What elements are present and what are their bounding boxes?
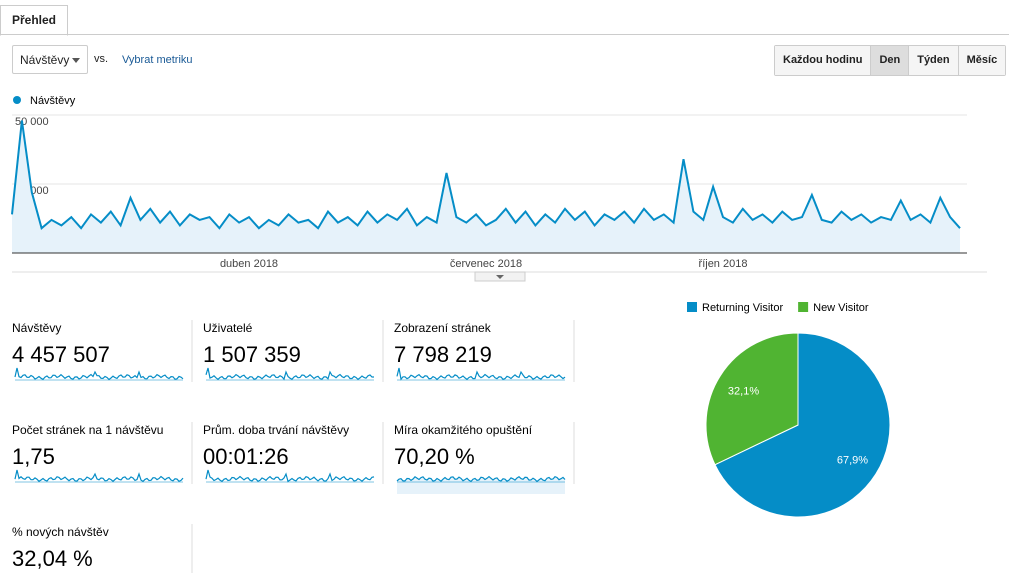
metric-value: 70,20 % — [394, 444, 475, 469]
value-label: 32,1% — [728, 386, 759, 398]
metric-value: 1 507 359 — [203, 342, 301, 367]
granularity-button[interactable]: Týden — [908, 46, 958, 75]
sparkline — [205, 469, 375, 483]
x-tick-label: červenec 2018 — [450, 258, 522, 270]
pie-slice — [714, 332, 891, 518]
collapse-arrow — [496, 275, 504, 279]
sparkline — [14, 367, 184, 381]
metric-label: Návštěvy — [12, 321, 61, 335]
pie-slice — [705, 332, 799, 466]
metric-label: Uživatelé — [203, 321, 253, 335]
x-tick-label: duben 2018 — [220, 258, 278, 270]
sparkline-area — [397, 476, 565, 494]
legend-marker — [13, 96, 21, 104]
granularity-button[interactable]: Den — [870, 46, 909, 75]
granularity-buttons: Každou hodinu Den Týden Měsíc — [774, 45, 1007, 76]
vs-text: vs. — [94, 53, 109, 65]
value-label: 67,9% — [837, 454, 868, 466]
metric-value: 32,04 % — [12, 546, 93, 571]
y-tick-label: 50 000 — [15, 116, 49, 128]
metric-value: 4 457 507 — [12, 342, 110, 367]
metric-value: 00:01:26 — [203, 444, 289, 469]
select-metric-link[interactable]: Vybrat metriku — [122, 54, 193, 66]
sparkline — [205, 367, 374, 381]
tab[interactable]: Přehled — [0, 5, 69, 36]
sparkline — [14, 469, 184, 483]
metric-label: Zobrazení stránek — [394, 321, 492, 335]
metric-label: Počet stránek na 1 návštěvu — [12, 423, 163, 437]
sparkline — [396, 367, 566, 381]
legend-label: Návštěvy — [30, 95, 76, 107]
metric-label: Prům. doba trvání návštěvy — [203, 423, 349, 437]
legend-label: Returning Visitor — [702, 302, 783, 314]
legend-marker — [687, 302, 697, 312]
metric-value: 1,75 — [12, 444, 55, 469]
granularity-button[interactable]: Každou hodinu — [775, 46, 871, 75]
metric-dropdown[interactable]: Návštěvy — [12, 45, 88, 74]
divider — [0, 34, 1009, 35]
legend-marker — [798, 302, 809, 312]
metric-label: Míra okamžitého opuštění — [394, 423, 533, 437]
metric-value: 7 798 219 — [394, 342, 492, 367]
granularity-button[interactable]: Měsíc — [957, 46, 1006, 75]
legend-label: New Visitor — [813, 302, 869, 314]
x-tick-label: říjen 2018 — [699, 258, 748, 270]
metric-label: % nových návštěv — [12, 525, 109, 539]
area — [12, 120, 960, 253]
line — [11, 120, 961, 230]
sparkline — [396, 475, 566, 483]
